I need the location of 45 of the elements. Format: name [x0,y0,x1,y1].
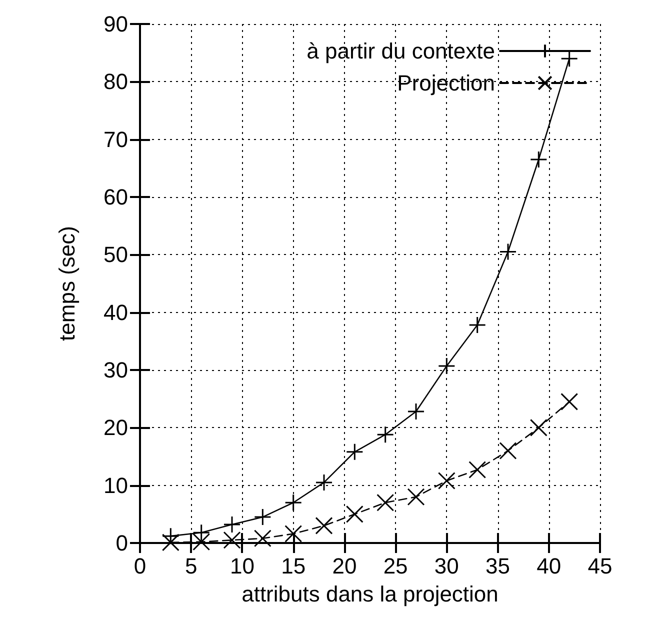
x-tick-label: 5 [184,554,198,578]
point [346,505,364,523]
point [468,461,486,479]
y-tick-label: 0 [116,530,128,556]
point [438,472,456,490]
point [223,531,241,549]
x-tick-label: 30 [434,554,459,578]
point [407,402,425,420]
point [530,418,548,436]
point [438,357,456,375]
x-tick-label: 25 [383,554,408,578]
point [468,316,486,334]
x-tick-label: 45 [588,554,612,578]
point [315,474,333,492]
point [346,443,364,461]
point [376,426,394,444]
point [284,494,302,512]
legend-label: à partir du contexte [306,38,495,64]
point [407,488,425,506]
point [254,508,272,526]
x-tick-label: 35 [486,554,510,578]
x-tick-label: 40 [536,554,562,578]
point [530,150,548,168]
point [254,530,272,548]
point [376,494,394,512]
y-axis-title: temps (sec) [54,226,80,341]
y-tick-label: 10 [104,472,128,498]
x-tick-label: 10 [230,554,254,578]
y-tick-label: 50 [104,242,128,268]
x-axis-title: attributs dans la projection [242,582,498,606]
point [499,442,517,460]
y-tick-label: 90 [104,12,128,36]
y-tick-label: 80 [104,69,128,94]
point [223,516,241,534]
y-tick-label: 60 [104,184,128,210]
y-tick-label: 20 [104,415,128,440]
y-tick-label: 40 [104,300,128,325]
x-tick-label: 0 [134,554,146,578]
y-tick-label: 70 [104,126,128,152]
point [560,392,578,410]
legend-label: Projection [397,70,495,96]
y-tick-label: 30 [104,358,128,382]
x-tick-label: 15 [281,554,306,578]
x-tick-label: 20 [332,554,357,578]
point [315,516,333,534]
